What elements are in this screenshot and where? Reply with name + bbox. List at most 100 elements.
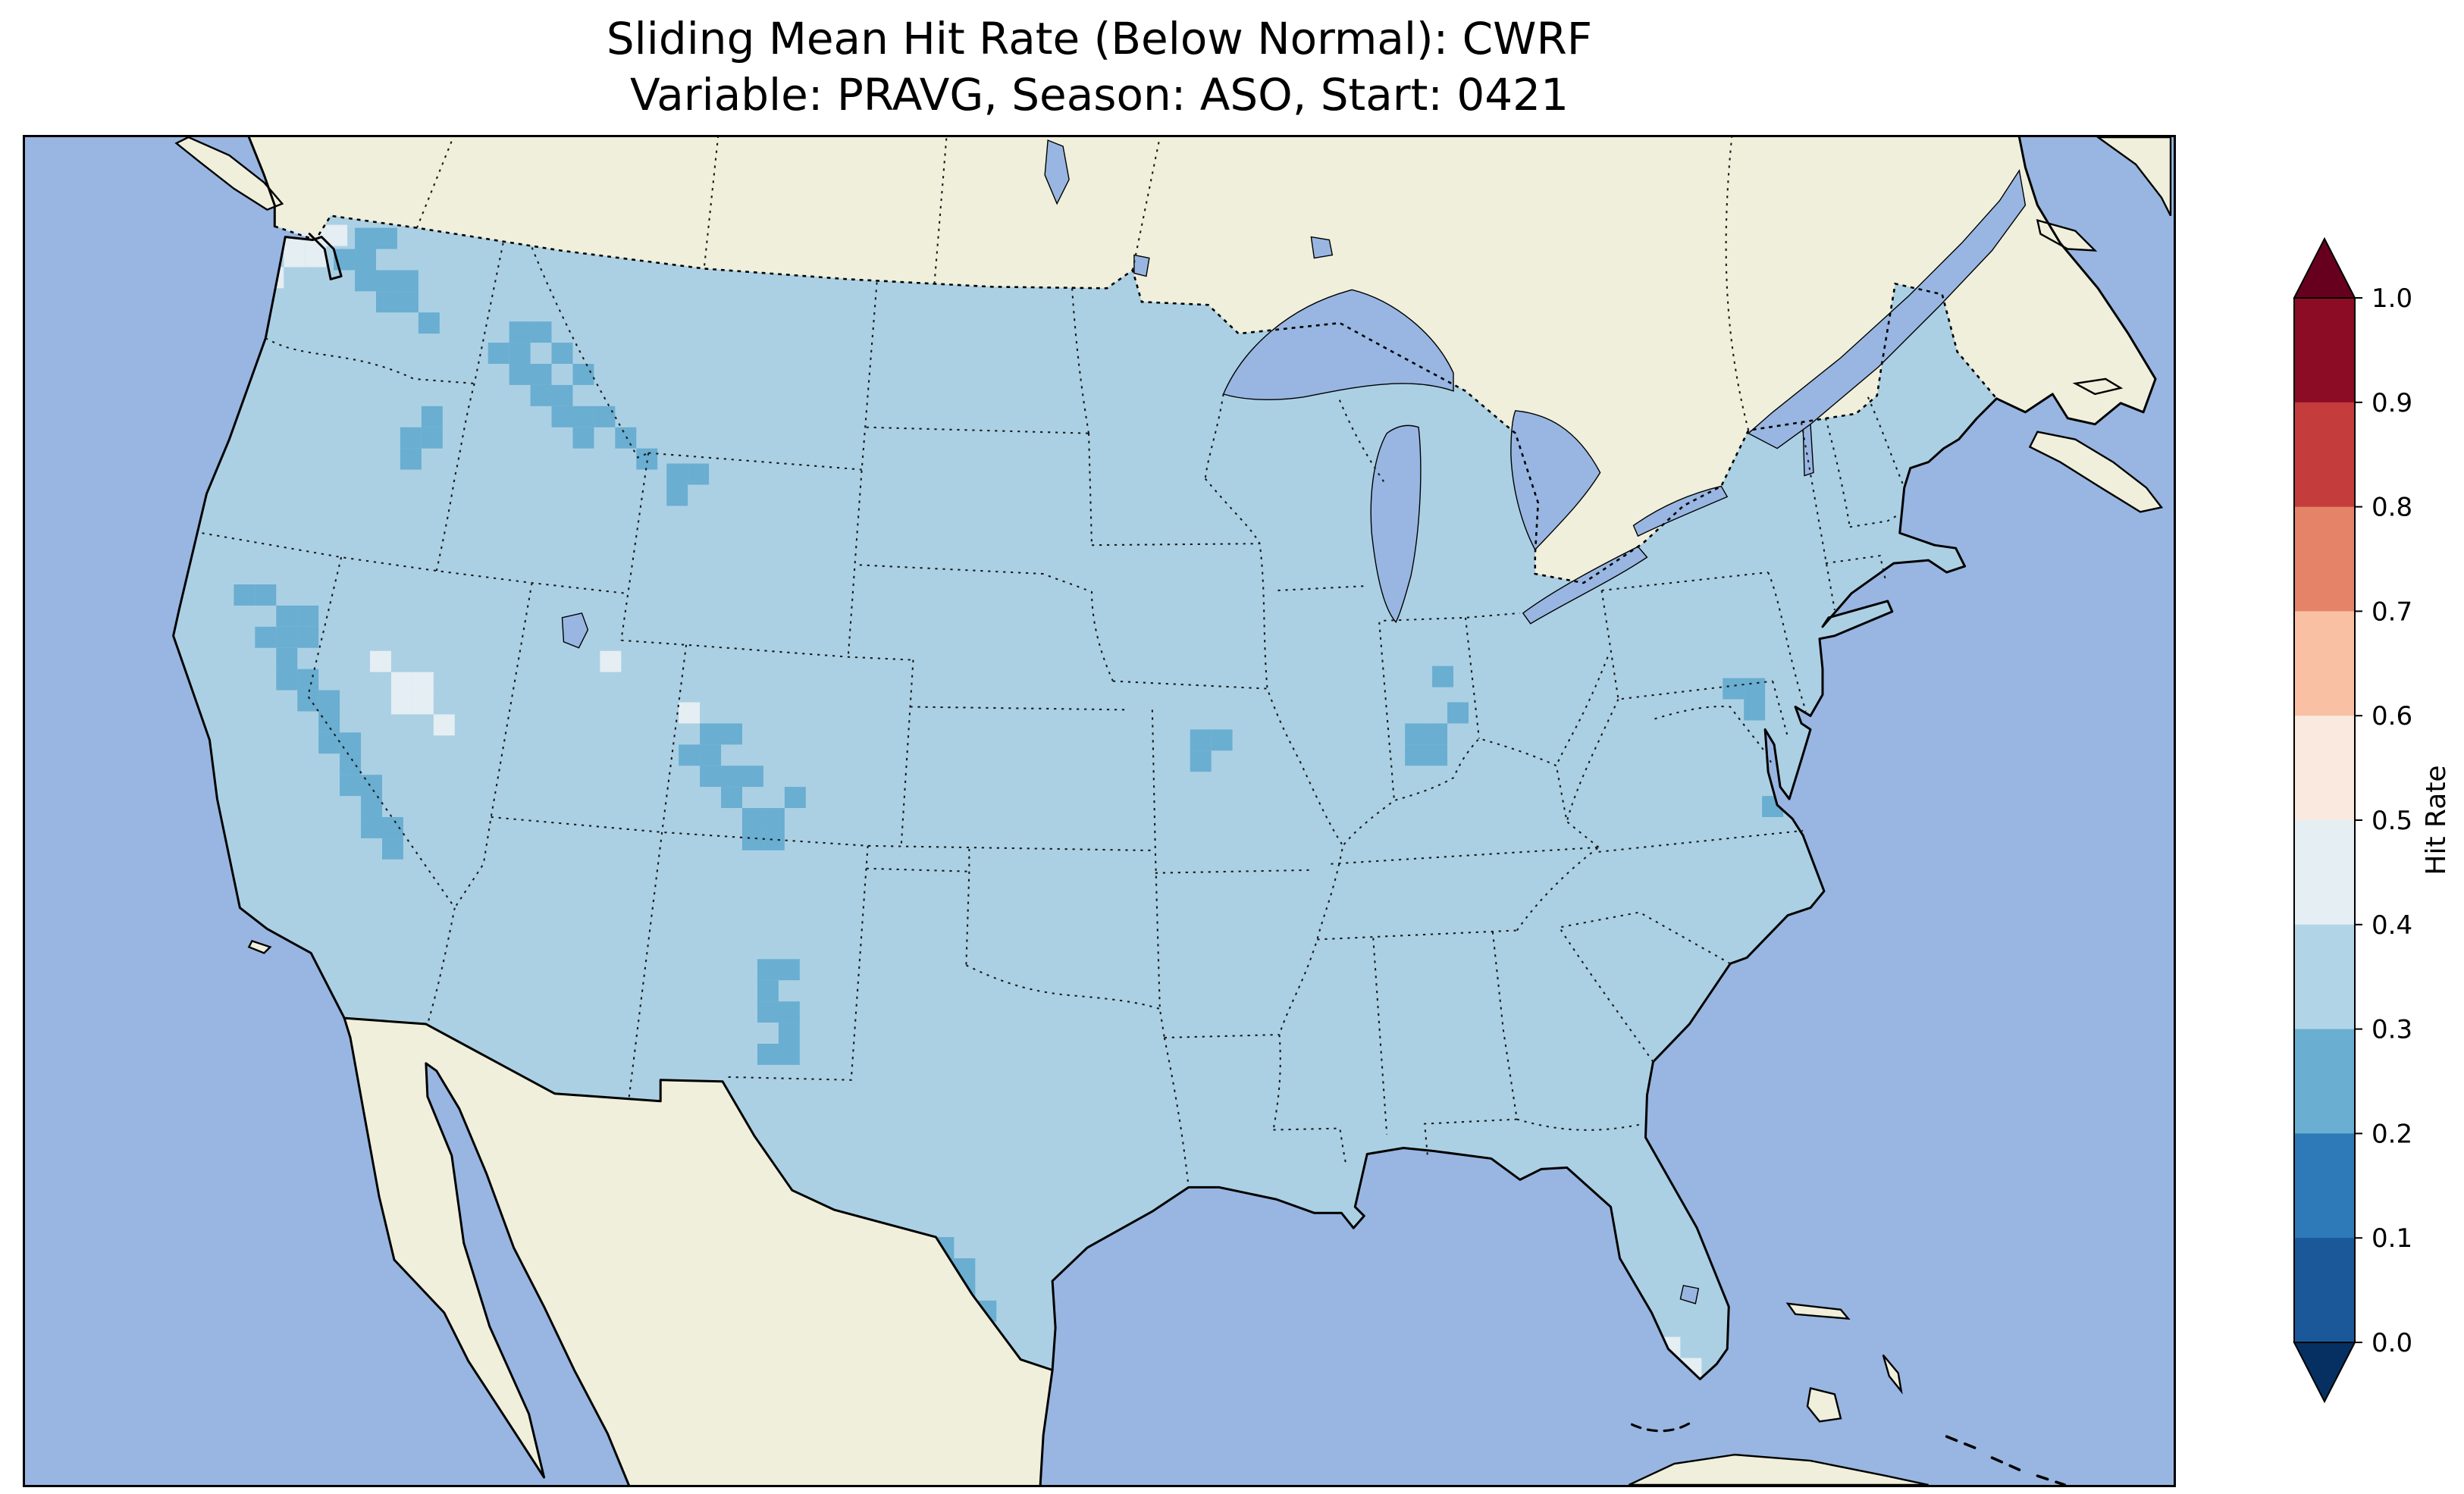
colorbar-tick-label: 0.9 [2372,388,2412,418]
hit-rate-cell [433,714,455,736]
us-atlantic-gulf-pacific-coastline [172,233,1998,1380]
hit-rate-cell [784,787,806,809]
title-line-1: Sliding Mean Hit Rate (Below Normal): CW… [606,13,1593,64]
hit-rate-cell [340,732,362,754]
hit-rate-cell [530,363,552,385]
figure-title: Sliding Mean Hit Rate (Below Normal): CW… [23,11,2176,123]
hit-rate-cell [355,249,377,271]
colorbar-segment [2294,820,2355,926]
hit-rate-cell [305,246,327,268]
hit-rate-cell [397,270,419,292]
mexico-pacific-coastline [343,1016,630,1485]
hit-rate-cell [1426,744,1448,766]
hit-rate-cell [700,744,722,766]
antilles-coast-dashes [1945,1435,2067,1485]
mexico-landmass [344,1018,1053,1485]
colorbar-segment [2294,924,2355,1030]
islands [174,137,2172,1485]
hit-rate-cell [679,702,701,724]
state-borders [202,243,1905,1188]
canada-pacific-coastline [247,137,276,228]
hit-rate-cell [572,363,594,385]
cuba [1629,1453,1929,1485]
hit-rate-cell [615,427,637,449]
hit-rate-cell [551,406,573,428]
hit-rate-cell [1405,744,1427,766]
hit-rate-cell [340,753,362,775]
hit-rate-cell [400,448,422,470]
hit-rate-cell [276,669,298,691]
vancouver-island [174,137,284,211]
hit-rate-cell [778,959,800,981]
hit-rate-cell [530,384,552,406]
great-salt-lake [561,612,589,649]
colorbar-tick-label: 0.8 [2372,493,2412,523]
colorbar-tick-label: 0.1 [2372,1223,2412,1254]
map-canvas [25,137,2174,1485]
hit-rate-cell [376,227,397,249]
colorbar-tick-label: 0.4 [2372,910,2412,941]
hit-rate-cell [318,711,340,733]
lakes-and-inland-water [561,139,2027,1305]
hit-rate-cell [421,406,443,428]
hit-rate-cell [255,626,277,648]
hit-rate-cell [297,690,319,712]
hit-rate-cell [551,343,573,364]
hit-rate-cell [666,463,688,485]
colorbar: 1.0 0.9 0.8 0.7 0.6 0.5 0.4 0.3 0.2 0.1 0.0 Hit Rat… [2267,227,2464,1425]
colorbar-segment [2294,506,2355,612]
hit-rate-cell [778,1001,800,1023]
colorbar-segment [2294,611,2355,716]
lake-okeechobee [1679,1285,1700,1305]
canada-landmass [249,137,2156,584]
eleuthera [1882,1354,1903,1395]
hit-rate-cell [1744,699,1766,721]
hit-rate-cell [757,1001,779,1023]
hit-rate-cell [636,448,658,470]
hit-rate-cell [509,321,531,343]
hit-rate-cell [572,406,594,428]
hit-rate-cell [741,808,763,829]
colorbar-over-arrow [2293,236,2356,299]
colorbar-segment [2294,1238,2355,1343]
hit-rate-cell [418,312,440,334]
hit-rate-cell [551,384,573,406]
colorbar-tick-label: 1.0 [2372,283,2412,314]
colorbar-segment [2294,298,2355,403]
hit-rate-cell [600,650,622,672]
hit-rate-cell [318,690,340,712]
hit-rate-cell [1432,666,1454,687]
hit-rate-cell [284,246,306,268]
hit-rate-cell [721,787,742,809]
colorbar-tick-label: 0.2 [2372,1119,2412,1149]
lake-nipigon [1310,236,1334,259]
hit-rate-cell [297,605,319,627]
hit-rate-cell [397,291,419,313]
hit-rate-cell [276,626,298,648]
hit-rate-cell [757,1043,779,1065]
hit-rate-cell [509,363,531,385]
colorbar-tick-label: 0.7 [2372,597,2412,627]
hit-rate-cell [763,808,785,829]
hit-rate-cell [326,224,348,246]
hit-rate-cell [721,723,742,745]
hit-rate-cell [390,693,412,715]
hit-rate-cells-low [234,227,1784,1322]
us-canada-border [274,215,1998,584]
prince-edward-island [2072,377,2124,396]
hit-rate-cell [355,270,377,292]
colorbar-tick-label: 0.6 [2372,701,2412,731]
colorbar-axis-label: Hit Rate [2421,765,2452,875]
colorbar-tick-label: 0.3 [2372,1015,2412,1045]
hit-rate-cell [741,828,763,850]
hit-rate-cell [530,321,552,343]
hit-rate-cell [276,647,298,669]
hit-rate-cell [1190,750,1212,772]
hit-rate-cell [778,1043,800,1065]
hit-rate-cell [1426,723,1448,745]
lake-ontario [1632,485,1729,537]
lake-winnipeg [1044,139,1070,205]
coastlines [172,137,2157,1485]
andros-island [1806,1386,1842,1423]
hit-rate-cell [361,816,383,838]
